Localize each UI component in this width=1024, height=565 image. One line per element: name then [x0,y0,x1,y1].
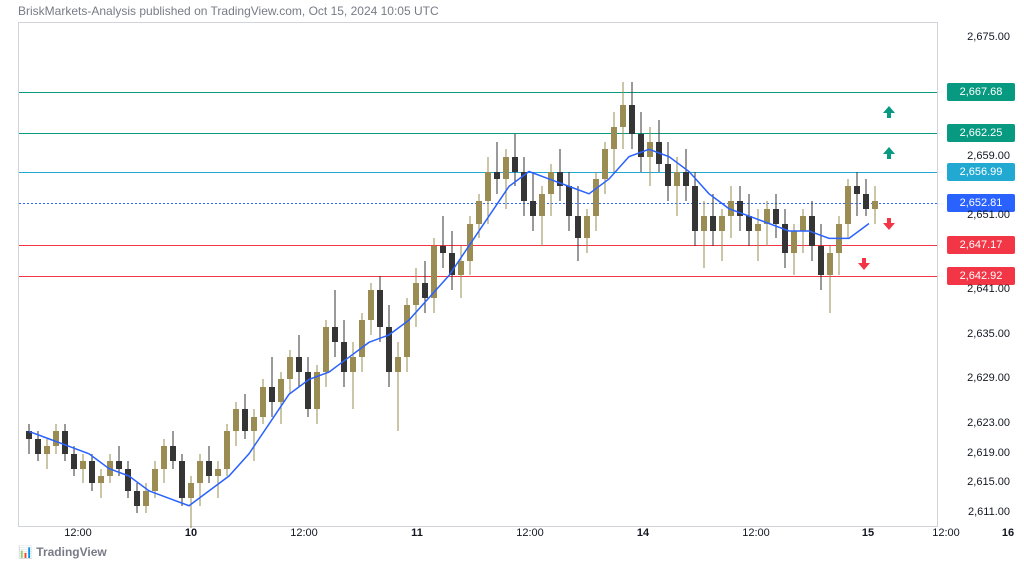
tradingview-logo: 📊 TradingView [18,545,107,559]
y-tick-label: 2,615.00 [967,476,1010,488]
x-axis: 12:001012:001112:001412:001512:0016 [18,527,938,547]
arrow-up-icon [881,104,897,120]
horizontal-level-line [19,92,937,93]
x-tick-label: 12:00 [64,527,92,539]
horizontal-level-line [19,133,937,134]
arrow-down-icon [881,216,897,232]
x-tick-label: 12:00 [290,527,318,539]
x-tick-label: 12:00 [742,527,770,539]
candlestick-chart[interactable]: 2,667.682,662.252,656.992,652.812,647.17… [18,22,938,527]
y-axis: 2,611.00 2,615.00 2,619.00 2,623.00 2,629.00… [938,22,1016,527]
y-tick-label: 2,619.00 [967,447,1010,459]
y-tick-label: 2,675.00 [967,31,1010,43]
moving-average-line [19,23,937,526]
chart-header: BriskMarkets-Analysis published on Tradi… [18,4,439,18]
y-tick-label: 2,623.00 [967,417,1010,429]
y-tick-label: 2,629.00 [967,372,1010,384]
x-tick-label: 14 [637,527,649,539]
horizontal-level-line [19,172,937,173]
x-tick-label: 10 [185,527,197,539]
x-tick-label: 12:00 [516,527,544,539]
x-tick-label: 12:00 [932,527,960,539]
y-tick-label: 2,651.00 [967,209,1010,221]
y-tick-label: 2,659.00 [967,150,1010,162]
horizontal-level-line [19,245,937,246]
y-tick-label: 2,611.00 [968,506,1010,518]
x-tick-label: 15 [862,527,874,539]
horizontal-level-line [19,276,937,277]
y-tick-label: 2,641.00 [967,283,1010,295]
arrow-up-icon [881,145,897,161]
arrow-down-icon [856,256,872,272]
x-tick-label: 16 [1002,527,1014,539]
x-tick-label: 11 [411,527,423,539]
y-tick-label: 2,635.00 [967,328,1010,340]
